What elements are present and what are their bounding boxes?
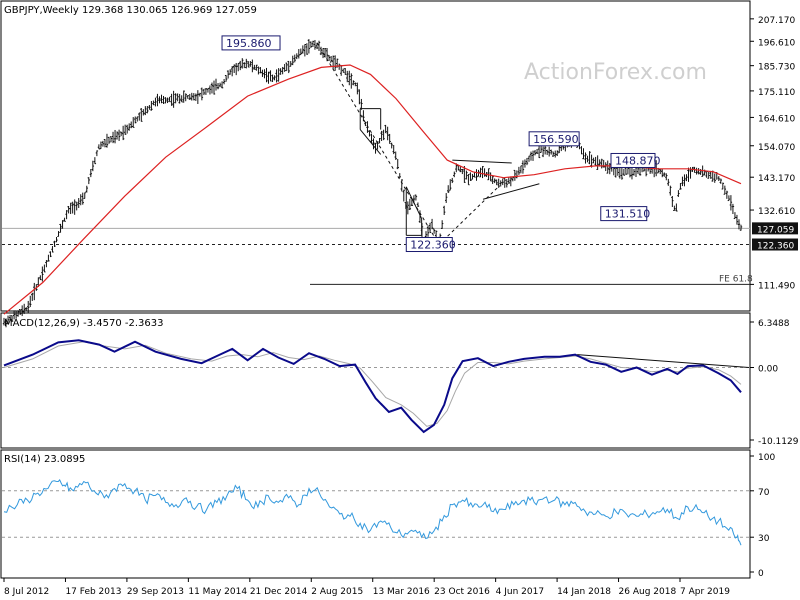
price-annotations: 195.860 156.590 148.870 131.510 122.360 [221, 35, 661, 253]
rsi-y-tick-label: 30 [758, 534, 770, 544]
rsi-title: RSI(14) 23.0895 [4, 454, 85, 465]
price-y-tick-label: 185.730 [758, 63, 795, 73]
x-tick-label: 8 Jul 2012 [4, 587, 49, 597]
x-axis: 8 Jul 2012 17 Feb 2013 29 Sep 2013 11 May 2… [3, 578, 730, 597]
annotation-label: 131.510 [605, 208, 651, 221]
macd-lines: 6.3488 0.00 -10.1129 [2, 319, 799, 447]
flag-bottom [359, 129, 382, 155]
price-y-tick-label: 207.170 [758, 16, 795, 26]
price-y-tick-label: 196.610 [758, 38, 795, 48]
macd-y-tick-label: 0.00 [758, 365, 778, 375]
price-title: GBPJPY,Weekly 129.368 130.065 126.969 12… [4, 5, 257, 16]
rsi-lines: 100 70 30 0 [2, 453, 775, 579]
level-label: 127.059 [757, 225, 794, 235]
price-y-axis: 207.170 196.610 185.730 175.110 164.610 154.0… [750, 16, 795, 291]
level-box [752, 238, 798, 251]
annotation-box [405, 237, 453, 253]
x-tick-label: 29 Sep 2013 [127, 587, 184, 597]
x-tick-label: 11 May 2014 [188, 587, 247, 597]
rsi-y-tick-label: 0 [758, 569, 764, 579]
rise-dashed-line [438, 186, 499, 245]
annotation-box [221, 35, 281, 51]
x-tick-label: 17 Feb 2013 [65, 587, 121, 597]
triangle-bottom [482, 183, 540, 200]
annotation-box [600, 206, 648, 222]
macd-y-tick-label: -10.1129 [758, 437, 799, 447]
level-label: FE 61.8 [719, 274, 753, 284]
price-y-tick-label: 143.170 [758, 174, 795, 184]
x-tick-label: 14 Jan 2018 [557, 587, 611, 597]
price-y-tick-label: 111.490 [758, 281, 795, 291]
level-label: 122.360 [757, 242, 794, 252]
macd-line [3, 339, 742, 434]
annotation-box [528, 131, 580, 147]
macd-trendline [577, 354, 750, 369]
macd-panel-frame [0, 312, 751, 449]
level-box [752, 222, 798, 235]
price-y-tick-label: 175.110 [758, 88, 795, 98]
annotation-label: 195.860 [226, 37, 272, 50]
watermark: ActionForex.com [524, 60, 707, 85]
annotation-label: 156.590 [533, 133, 579, 146]
x-tick-label: 2 Aug 2015 [311, 587, 363, 597]
price-y-tick-label: 164.610 [758, 114, 795, 124]
rsi-y-tick-label: 70 [758, 488, 770, 498]
macd-y-tick-label: 6.3488 [758, 319, 790, 329]
x-tick-label: 26 Aug 2018 [619, 587, 677, 597]
price-y-tick-label: 154.070 [758, 143, 795, 153]
rsi-line [3, 478, 742, 546]
macd-title: MACD(12,26,9) -3.4570 -2.3633 [4, 318, 164, 329]
annotation-label: 148.870 [615, 154, 661, 167]
price-bars [2, 39, 743, 328]
annotation-box [610, 152, 656, 168]
triangle-top [452, 159, 512, 164]
price-y-tick-label: 132.610 [758, 207, 795, 217]
x-tick-label: 4 Jun 2017 [496, 587, 544, 597]
horizontal-levels: 127.059 122.360 FE 61.8 [2, 222, 798, 285]
rsi-y-tick-label: 100 [758, 453, 775, 463]
annotation-label: 122.360 [410, 239, 456, 252]
rsi-panel-frame [0, 449, 751, 579]
x-tick-label: 21 Dec 2014 [250, 587, 308, 597]
x-tick-label: 7 Apr 2019 [680, 587, 730, 597]
x-tick-label: 23 Oct 2016 [434, 587, 490, 597]
x-tick-label: 13 Mar 2016 [373, 587, 430, 597]
